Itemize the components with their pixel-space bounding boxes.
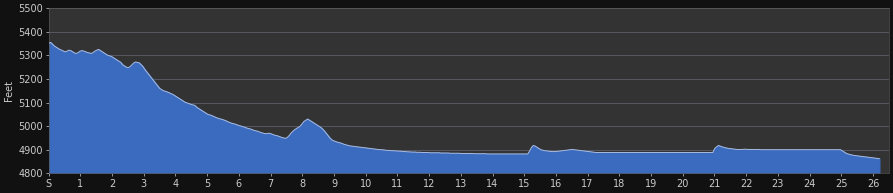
- Y-axis label: Feet: Feet: [4, 80, 14, 101]
